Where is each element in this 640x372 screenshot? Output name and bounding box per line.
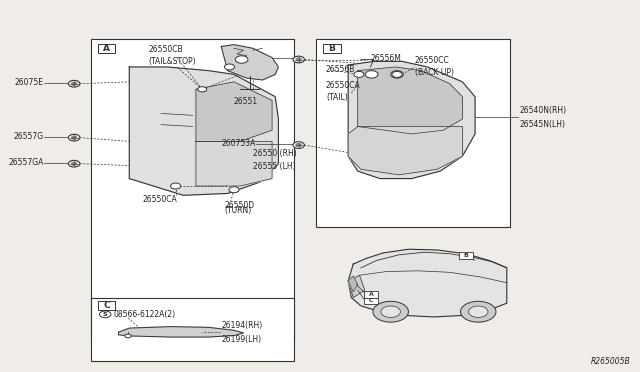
Circle shape: [296, 58, 301, 61]
Circle shape: [460, 301, 496, 322]
Circle shape: [125, 334, 131, 338]
Text: R265005B: R265005B: [591, 357, 630, 366]
Circle shape: [72, 162, 77, 165]
Circle shape: [68, 134, 80, 141]
Circle shape: [392, 71, 402, 77]
Text: B: B: [328, 44, 335, 53]
Polygon shape: [348, 275, 365, 298]
Polygon shape: [196, 141, 272, 186]
Text: 26545N(LH): 26545N(LH): [520, 120, 566, 129]
Text: 26075B: 26075B: [230, 54, 259, 63]
Circle shape: [229, 187, 239, 193]
Bar: [98, 301, 115, 310]
Polygon shape: [348, 126, 462, 175]
Text: 26550CC: 26550CC: [415, 56, 449, 65]
Circle shape: [170, 183, 180, 189]
Circle shape: [72, 82, 77, 85]
Text: 26551: 26551: [234, 97, 258, 106]
Bar: [364, 291, 378, 298]
Polygon shape: [196, 82, 272, 141]
Polygon shape: [348, 249, 507, 317]
Polygon shape: [221, 45, 278, 80]
Text: 26557G: 26557G: [13, 132, 44, 141]
Text: 26556M: 26556M: [371, 54, 401, 63]
Circle shape: [198, 87, 207, 92]
Text: 26556B: 26556B: [326, 65, 355, 74]
Circle shape: [365, 71, 378, 78]
Text: 26550 (RH): 26550 (RH): [253, 149, 297, 158]
Text: C: C: [369, 298, 373, 304]
Text: (TAIL): (TAIL): [326, 93, 348, 102]
Circle shape: [293, 142, 305, 148]
Text: A: A: [103, 44, 110, 53]
Text: (TURN): (TURN): [225, 206, 252, 215]
Polygon shape: [348, 61, 475, 179]
Text: 26550CA: 26550CA: [326, 81, 361, 90]
Circle shape: [354, 71, 364, 77]
Text: 26557GA: 26557GA: [8, 158, 44, 167]
Text: 08566-6122A(2): 08566-6122A(2): [113, 310, 175, 319]
Text: S: S: [103, 312, 108, 317]
Bar: [460, 252, 473, 259]
Bar: [316, 39, 510, 227]
Text: 26194(RH): 26194(RH): [221, 321, 262, 330]
Circle shape: [68, 160, 80, 167]
Circle shape: [225, 64, 235, 70]
Text: 26550D: 26550D: [225, 201, 255, 210]
Bar: [364, 298, 378, 304]
Polygon shape: [348, 276, 358, 292]
Text: (TAIL&STOP): (TAIL&STOP): [148, 57, 196, 66]
Text: B: B: [464, 253, 468, 258]
Circle shape: [390, 71, 403, 78]
Circle shape: [373, 301, 408, 322]
Text: C: C: [103, 301, 110, 310]
Text: 26540N(RH): 26540N(RH): [520, 106, 566, 115]
Text: 26075E: 26075E: [15, 78, 44, 87]
Text: 26199(LH): 26199(LH): [221, 335, 261, 344]
Circle shape: [293, 56, 305, 63]
Text: A: A: [369, 292, 374, 297]
Polygon shape: [129, 67, 278, 195]
Bar: [92, 39, 294, 340]
Circle shape: [296, 144, 301, 147]
Polygon shape: [358, 67, 462, 134]
Circle shape: [468, 306, 488, 317]
Text: 26550CB: 26550CB: [148, 45, 183, 54]
Circle shape: [99, 311, 111, 318]
Polygon shape: [118, 327, 243, 337]
Text: 26555 (LH): 26555 (LH): [253, 162, 296, 171]
Bar: [92, 298, 294, 361]
Text: (BACK UP): (BACK UP): [415, 68, 454, 77]
Bar: [323, 44, 340, 53]
Text: 26550CA: 26550CA: [142, 195, 177, 204]
Circle shape: [381, 306, 401, 317]
Circle shape: [68, 80, 80, 87]
Circle shape: [72, 136, 77, 139]
Text: 260753A: 260753A: [222, 140, 256, 148]
Bar: [98, 44, 115, 53]
Circle shape: [236, 56, 248, 63]
